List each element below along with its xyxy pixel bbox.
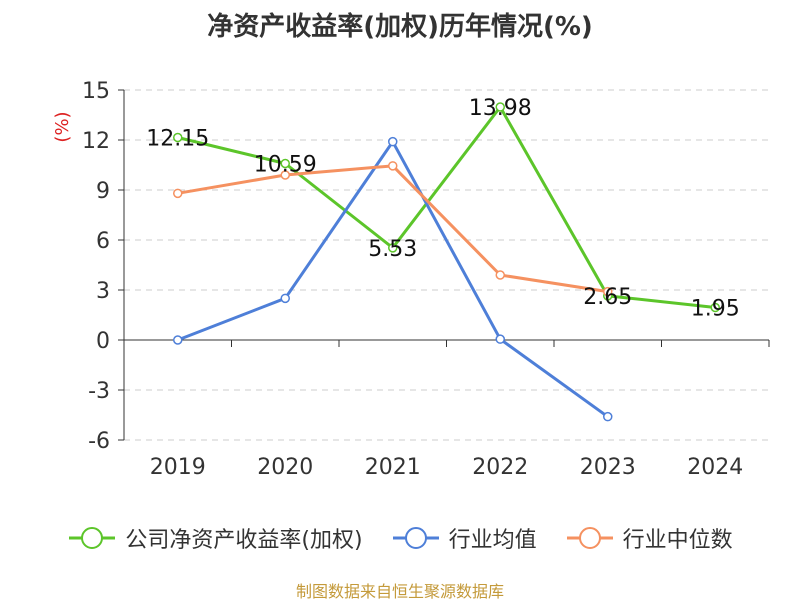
data-point	[173, 188, 183, 199]
legend-marker-icon	[566, 527, 613, 549]
source-note: 制图数据来自恒生聚源数据库	[295, 582, 504, 601]
data-label: 13.98	[469, 96, 532, 121]
data-point	[603, 411, 613, 422]
series-line	[177, 105, 716, 309]
grid-lines	[124, 89, 769, 441]
data-point	[495, 270, 505, 280]
legend-marker-icon	[69, 527, 116, 549]
y-tick-label: 3	[96, 279, 110, 304]
data-point	[495, 334, 505, 344]
data-point	[173, 335, 183, 345]
legend-item[interactable]: 行业均值	[391, 522, 537, 554]
data-point	[388, 243, 398, 253]
data-label: 10.59	[254, 153, 317, 178]
y-tick-label: 15	[82, 79, 110, 104]
data-point	[603, 286, 613, 297]
data-label: 12.15	[146, 127, 209, 152]
legend-item[interactable]: 公司净资产收益率(加权)	[67, 522, 363, 554]
data-point	[388, 136, 398, 147]
legend-marker-icon	[392, 527, 439, 549]
data-label: 2.65	[583, 285, 632, 310]
data-point	[710, 302, 720, 313]
x-tick-label: 2022	[472, 455, 528, 480]
y-tick-label: 9	[96, 179, 110, 204]
legend-label: 公司净资产收益率(加权)	[125, 528, 363, 553]
x-tick-label: 2021	[365, 455, 421, 480]
y-tick-label: 12	[82, 129, 110, 154]
legend-label: 行业中位数	[622, 528, 733, 553]
x-tick-labels: 2019 2020 2021 2022 2023 2024	[150, 455, 744, 480]
data-point	[495, 102, 505, 112]
data-point	[280, 158, 290, 169]
legend-label: 行业均值	[448, 528, 537, 553]
data-labels: 12.15 10.59 5.53 13.98 2.65 1.95	[146, 96, 739, 322]
legend-item[interactable]: 行业中位数	[565, 522, 733, 554]
series-2	[173, 136, 613, 422]
data-point	[388, 161, 398, 171]
y-tick-labels: 15 12 9 6 3 0 -3 -6	[82, 79, 110, 454]
y-axis-label: (%)	[52, 111, 73, 142]
axes	[118, 89, 770, 441]
data-point	[280, 293, 290, 304]
y-tick-label: -6	[88, 429, 110, 454]
series-3	[173, 161, 613, 297]
x-tick-label: 2019	[150, 455, 206, 480]
series-1	[173, 102, 720, 313]
legend: 公司净资产收益率(加权) 行业均值 行业中位数	[0, 520, 800, 556]
y-tick-label: 6	[96, 229, 110, 254]
x-tick-label: 2024	[687, 455, 743, 480]
x-tick-label: 2023	[580, 455, 636, 480]
y-tick-label: -3	[88, 379, 110, 404]
x-tick-label: 2020	[257, 455, 313, 480]
series-lines	[173, 102, 720, 422]
y-tick-label: 0	[96, 329, 110, 354]
data-point	[280, 170, 290, 180]
data-label: 5.53	[368, 237, 417, 262]
chart-title: 净资产收益率(加权)历年情况(%)	[207, 12, 593, 42]
data-label: 1.95	[691, 297, 740, 322]
data-point	[173, 132, 183, 143]
